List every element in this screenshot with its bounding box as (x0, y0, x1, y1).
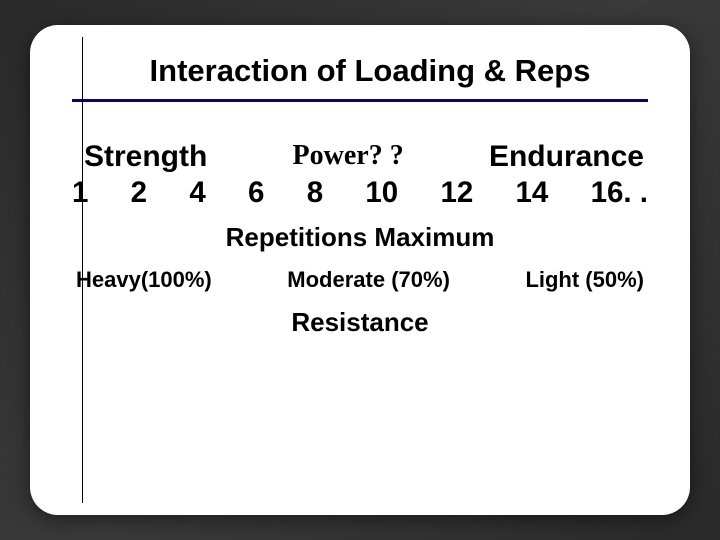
title-underline (72, 99, 648, 102)
vertical-divider (82, 37, 83, 503)
rep-value: 2 (131, 176, 147, 210)
load-heavy: Heavy(100%) (76, 267, 212, 293)
category-endurance: Endurance (489, 140, 644, 174)
slide-container: Interaction of Loading & Reps Strength P… (30, 25, 690, 515)
category-strength: Strength (84, 140, 207, 174)
resistance-label: Resistance (72, 307, 648, 338)
rep-value: 14 (516, 176, 549, 210)
rep-value: 10 (365, 176, 398, 210)
slide-title: Interaction of Loading & Reps (72, 53, 648, 99)
rep-value: 4 (189, 176, 205, 210)
categories-row: Strength Power? ? Endurance (72, 140, 648, 174)
rep-value: 12 (440, 176, 473, 210)
reps-numbers-row: 1 2 4 6 8 10 12 14 16. . (72, 176, 648, 210)
rep-value: 16. . (591, 176, 648, 210)
rep-value: 1 (72, 176, 88, 210)
loads-row: Heavy(100%) Moderate (70%) Light (50%) (72, 267, 648, 293)
reps-label: Repetitions Maximum (72, 222, 648, 253)
load-light: Light (50%) (525, 267, 644, 293)
rep-value: 8 (307, 176, 323, 210)
load-moderate: Moderate (70%) (287, 267, 450, 293)
category-power: Power? ? (293, 140, 404, 174)
rep-value: 6 (248, 176, 264, 210)
